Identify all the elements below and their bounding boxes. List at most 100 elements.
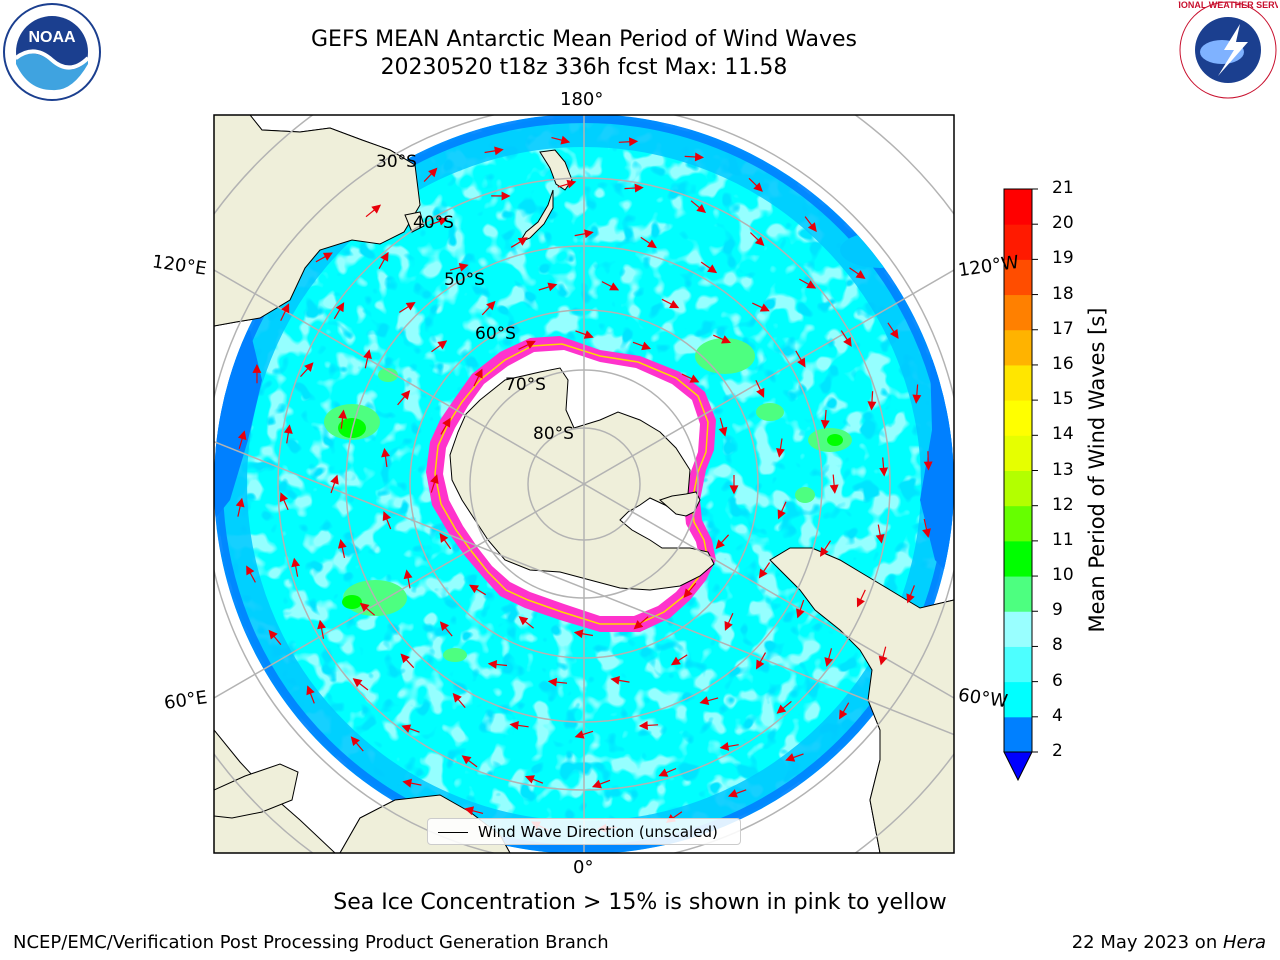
wind-wave-arrowhead xyxy=(486,300,496,311)
wind-wave-arrowhead xyxy=(494,146,504,156)
map-subtitle: 20230520 t18z 336h fcst Max: 11.58 xyxy=(380,55,788,80)
wind-wave-arrowhead xyxy=(646,239,657,249)
wind-wave-arrowhead xyxy=(756,387,765,398)
colorbar-segment-1 xyxy=(1004,681,1032,718)
nws-logo-text: NATIONAL WEATHER SERVICE xyxy=(1178,0,1278,10)
wind-wave-arrowhead xyxy=(547,677,558,687)
madagascar-land xyxy=(214,763,299,819)
wind-wave-arrowhead xyxy=(437,340,448,350)
wind-wave-arrows xyxy=(235,135,933,833)
colorbar-tick-label: 21 xyxy=(1052,178,1074,198)
parallel-label-40s: 40°S xyxy=(413,213,454,233)
parallel-label-70s: 70°S xyxy=(505,375,546,395)
wind-wave-arrowhead xyxy=(401,724,412,733)
colorbar-tick-label: 8 xyxy=(1052,635,1063,656)
map-frame-content xyxy=(214,115,954,853)
wind-wave-arrowhead xyxy=(283,424,293,434)
wind-wave-arrowhead xyxy=(439,532,449,543)
wind-wave-arrowhead xyxy=(796,608,805,619)
colorbar-segment-6 xyxy=(1004,505,1032,542)
colorbar xyxy=(1003,188,1038,782)
wind-wave-arrowhead xyxy=(879,467,889,477)
green-patch-11 xyxy=(378,368,398,382)
legend-label: Wind Wave Direction (unscaled) xyxy=(478,823,718,841)
wind-wave-arrowhead xyxy=(402,778,413,788)
green-patch-8 xyxy=(756,403,784,421)
wind-wave-arrowhead xyxy=(438,217,448,226)
wind-wave-arrowhead xyxy=(352,678,363,688)
colorbar-tick-label: 13 xyxy=(1052,459,1074,480)
wind-wave-arrowhead xyxy=(363,349,372,359)
wind-wave-arrowhead xyxy=(754,236,765,247)
wind-wave-arrowhead xyxy=(729,485,739,495)
parallel-label-80s: 80°S xyxy=(533,424,574,444)
wind-wave-arrowhead xyxy=(753,182,763,192)
wind-wave-arrowhead xyxy=(518,616,529,626)
wind-wave-arrowhead xyxy=(756,659,765,670)
wind-wave-arrowhead xyxy=(322,252,333,261)
wind-wave-arrowhead xyxy=(878,655,888,666)
map-legend: Wind Wave Direction (unscaled) xyxy=(427,818,741,845)
antarctic-peninsula-land xyxy=(659,491,701,517)
green-patch-9 xyxy=(443,648,467,662)
wind-wave-arrowhead xyxy=(839,709,848,720)
colorbar-segment-4 xyxy=(1004,576,1032,612)
noaa-logo-icon: NOAA xyxy=(3,3,101,101)
wind-wave-arrowhead xyxy=(350,736,360,746)
antarctica-land xyxy=(449,367,715,591)
wind-wave-arrowhead xyxy=(573,629,584,639)
wind-wave-arrowhead xyxy=(906,593,915,604)
parallel-label-60s: 60°S xyxy=(475,324,516,344)
national-weather-service-logo-icon: NATIONAL WEATHER SERVICE xyxy=(1178,0,1278,99)
wind-wave-arrowhead xyxy=(439,621,450,631)
colorbar-tick-label: 6 xyxy=(1052,670,1063,691)
sea-ice-note: Sea Ice Concentration > 15% is shown in … xyxy=(333,890,947,915)
wind-wave-arrowhead xyxy=(317,619,326,630)
ocean-dark-patch-ne xyxy=(840,232,920,268)
south-america-land-overlay xyxy=(769,547,954,853)
wind-wave-arrowhead xyxy=(337,538,347,549)
southern-africa-land xyxy=(214,729,336,853)
green-patch-5 xyxy=(695,338,755,374)
colorbar-tick-label: 4 xyxy=(1052,705,1063,726)
colorbar-segment-11 xyxy=(1004,329,1032,366)
colorbar-segment-13 xyxy=(1004,259,1032,296)
colorbar-segment-12 xyxy=(1004,294,1032,331)
wind-wave-arrowhead xyxy=(547,282,558,292)
footer-host: Hera xyxy=(1222,932,1266,953)
wind-wave-arrowhead xyxy=(359,602,370,612)
wind-wave-arrowhead xyxy=(442,417,451,428)
wind-wave-arrowhead xyxy=(867,401,877,411)
wind-wave-arrowhead xyxy=(724,620,733,631)
wind-wave-arrowhead xyxy=(707,264,718,274)
colorbar-tick-label: 9 xyxy=(1052,600,1063,621)
wind-wave-arrowhead xyxy=(806,280,817,289)
wind-wave-arrowhead xyxy=(638,720,648,730)
wind-wave-arrowhead xyxy=(306,685,315,696)
ocean-dark-patch-east xyxy=(920,360,954,580)
wind-wave-arrowhead xyxy=(525,340,536,349)
wind-wave-arrowhead xyxy=(566,179,577,189)
wind-wave-arrowhead xyxy=(856,597,865,608)
footer-branch: NCEP/EMC/Verification Post Processing Pr… xyxy=(13,932,609,953)
colorbar-extend-triangle xyxy=(1003,751,1033,782)
wind-wave-arrowhead xyxy=(405,301,416,311)
wind-wave-arrowhead xyxy=(517,237,528,246)
colorbar-segment-7 xyxy=(1004,470,1032,507)
wind-wave-arrowhead xyxy=(487,659,498,669)
green-patch-4 xyxy=(342,595,362,609)
parallel-label-30s: 30°S xyxy=(376,152,417,172)
wind-wave-arrowhead xyxy=(610,675,620,685)
wind-wave-arrowhead xyxy=(683,588,693,599)
wind-wave-arrowhead xyxy=(758,568,768,579)
wind-wave-arrowhead xyxy=(721,335,732,344)
colorbar-tick-label: 2 xyxy=(1052,741,1063,761)
wind-wave-arrowhead xyxy=(584,229,594,239)
wind-wave-arrowhead xyxy=(501,191,511,201)
wind-wave-arrowhead xyxy=(583,330,594,339)
wind-wave-arrowhead xyxy=(400,390,411,400)
wind-wave-arrowhead xyxy=(633,620,644,630)
wind-wave-arrowhead xyxy=(279,492,289,503)
wind-wave-arrowhead xyxy=(855,270,866,279)
